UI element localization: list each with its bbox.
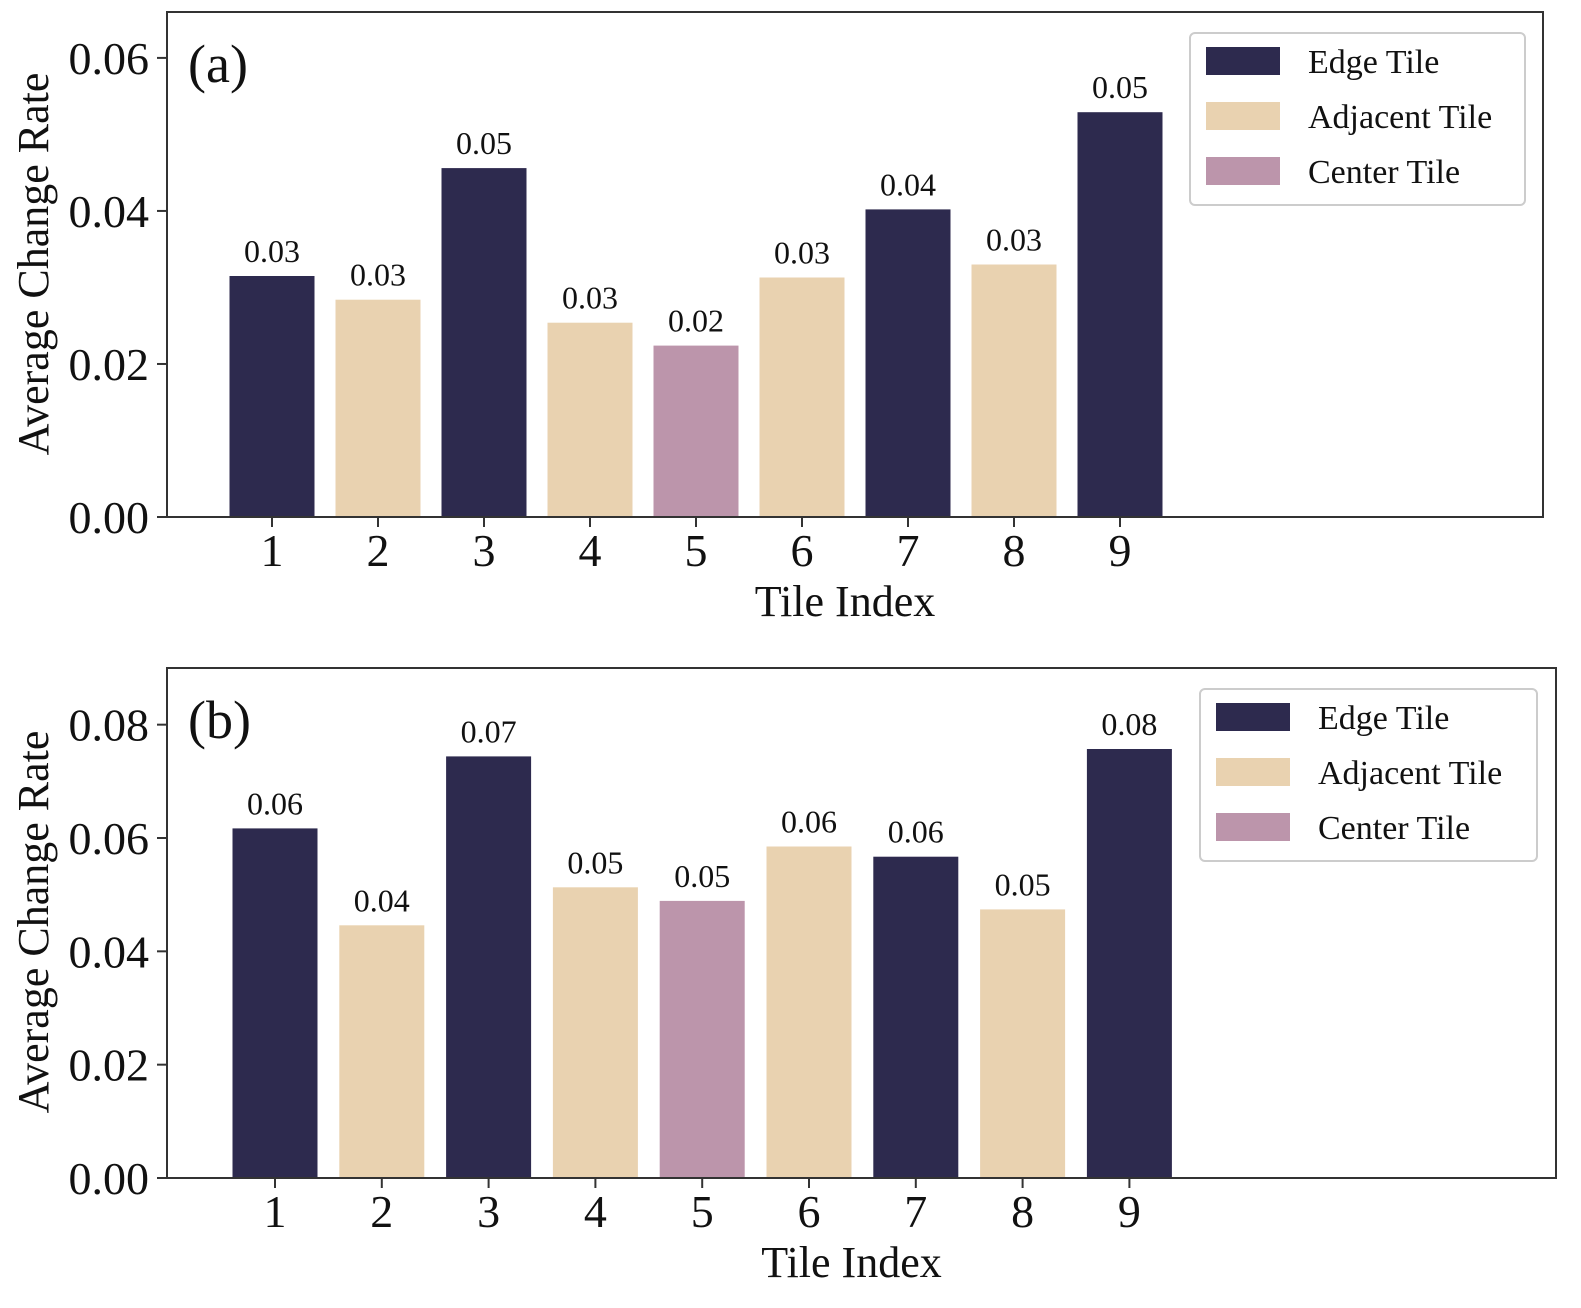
bar-tile-1: [232, 828, 318, 1178]
bar-value-label: 0.03: [244, 233, 300, 269]
x-tick-label: 3: [473, 525, 496, 576]
y-tick-label: 0.02: [69, 1040, 150, 1091]
bar-tile-7: [873, 856, 959, 1178]
bar-value-label: 0.07: [461, 713, 517, 749]
bar-value-label: 0.03: [774, 235, 830, 271]
y-axis-title: Average Change Rate: [9, 73, 58, 456]
x-tick-label: 8: [1011, 1186, 1034, 1237]
x-tick-label: 7: [904, 1186, 927, 1237]
x-tick-label: 6: [798, 1186, 821, 1237]
x-tick-label: 2: [370, 1186, 393, 1237]
bar-tile-6: [759, 277, 845, 517]
x-axis-title: Tile Index: [761, 1238, 942, 1287]
panel-label: (b): [188, 690, 251, 750]
x-tick-label: 5: [685, 525, 708, 576]
legend-label-center: Center Tile: [1318, 810, 1470, 847]
bar-tile-2: [335, 299, 421, 517]
bar-value-label: 0.06: [781, 804, 837, 840]
bar-tile-8: [971, 264, 1057, 517]
bar-tile-1: [229, 276, 315, 517]
bar-value-label: 0.04: [880, 166, 936, 202]
x-tick-label: 9: [1118, 1186, 1141, 1237]
bar-tile-6: [766, 846, 852, 1178]
y-tick-label: 0.06: [69, 33, 150, 84]
bar-value-label: 0.02: [668, 303, 724, 339]
bar-tile-7: [865, 209, 951, 517]
y-axis-title: Average Change Rate: [9, 731, 58, 1114]
legend-swatch-center: [1216, 813, 1290, 841]
bar-tile-3: [441, 168, 527, 517]
legend-swatch-center: [1206, 157, 1280, 185]
x-tick-label: 4: [579, 525, 602, 576]
bar-value-label: 0.04: [354, 882, 410, 918]
x-tick-label: 4: [584, 1186, 607, 1237]
legend-label-edge: Edge Tile: [1318, 700, 1449, 737]
bar-tile-4: [552, 887, 638, 1178]
legend-label-center: Center Tile: [1308, 154, 1460, 191]
legend-label-edge: Edge Tile: [1308, 44, 1439, 81]
bar-value-label: 0.05: [456, 125, 512, 161]
y-tick-label: 0.00: [69, 492, 150, 543]
y-tick-label: 0.02: [69, 339, 150, 390]
y-tick-label: 0.04: [69, 926, 150, 977]
y-tick-label: 0.00: [69, 1153, 150, 1204]
x-tick-label: 5: [691, 1186, 714, 1237]
legend-swatch-adjacent: [1216, 758, 1290, 786]
bar-tile-9: [1077, 112, 1163, 517]
plot-frame: [166, 667, 1557, 1179]
bar-value-label: 0.03: [350, 257, 406, 293]
bar-value-label: 0.05: [995, 866, 1051, 902]
bar-tile-9: [1086, 749, 1172, 1178]
bar-tile-2: [339, 925, 425, 1178]
y-tick-label: 0.08: [69, 700, 150, 751]
x-tick-label: 7: [897, 525, 920, 576]
x-tick-label: 9: [1109, 525, 1132, 576]
x-tick-label: 2: [367, 525, 390, 576]
legend-label-adjacent: Adjacent Tile: [1308, 99, 1492, 136]
bar-value-label: 0.03: [562, 280, 618, 316]
bar-value-label: 0.05: [1092, 69, 1148, 105]
x-tick-label: 6: [791, 525, 814, 576]
bar-tile-8: [980, 909, 1066, 1178]
bar-tile-5: [659, 900, 745, 1178]
legend-swatch-adjacent: [1206, 102, 1280, 130]
x-tick-label: 3: [477, 1186, 500, 1237]
y-tick-label: 0.06: [69, 813, 150, 864]
panel-label: (a): [188, 34, 248, 94]
bar-tile-3: [446, 756, 532, 1178]
bar-value-label: 0.05: [674, 858, 730, 894]
x-tick-label: 1: [261, 525, 284, 576]
x-tick-label: 8: [1003, 525, 1026, 576]
legend: Edge Tile Adjacent Tile Center Tile: [1189, 32, 1526, 206]
legend-swatch-edge: [1216, 703, 1290, 731]
legend-swatch-edge: [1206, 47, 1280, 75]
legend-label-adjacent: Adjacent Tile: [1318, 755, 1502, 792]
bar-tile-5: [653, 345, 739, 517]
bar-value-label: 0.05: [567, 844, 623, 880]
y-tick-label: 0.04: [69, 186, 150, 237]
plot-frame: [166, 11, 1544, 518]
x-axis-title: Tile Index: [755, 577, 936, 626]
chart-panel-b: 0.06 0.04 0.07 0.05 0.05 0.06 0.06 0.05 0.08 0.00…: [9, 667, 1557, 1287]
bar-value-label: 0.03: [986, 222, 1042, 258]
bar-value-label: 0.06: [888, 814, 944, 850]
x-tick-label: 1: [264, 1186, 287, 1237]
legend: Edge Tile Adjacent Tile Center Tile: [1199, 688, 1538, 862]
bar-value-label: 0.06: [247, 785, 303, 821]
chart-panel-a: 0.03 0.03 0.05 0.03 0.02 0.03 0.04 0.03 0.05 0.00…: [9, 11, 1544, 626]
bar-value-label: 0.08: [1101, 706, 1157, 742]
bar-tile-4: [547, 322, 633, 517]
